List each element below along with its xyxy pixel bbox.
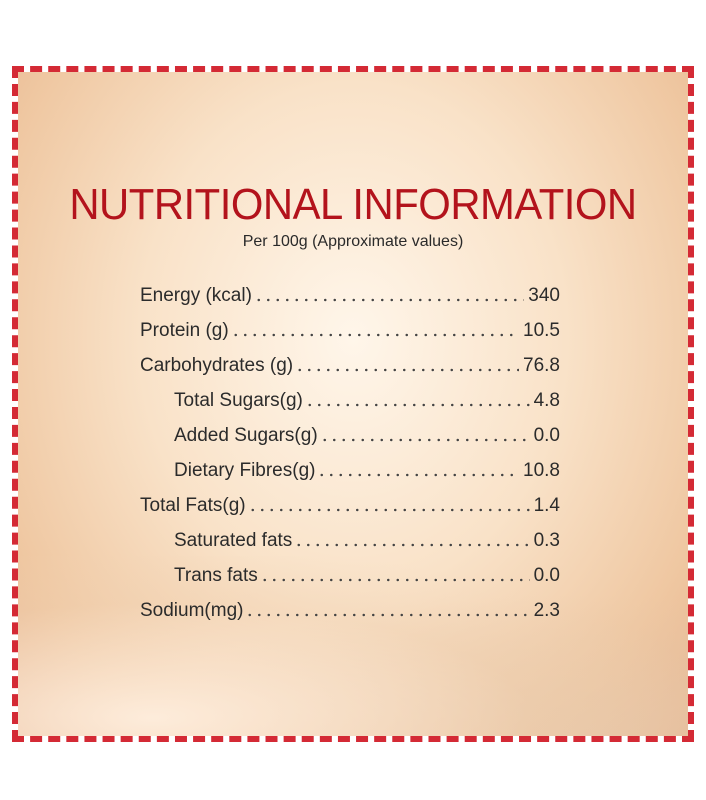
nutrient-value: 2.3 bbox=[533, 600, 560, 622]
nutrient-value: 76.8 bbox=[523, 354, 560, 376]
nutrient-label: Carbohydrates (g) bbox=[140, 354, 294, 376]
title: NUTRITIONAL INFORMATION bbox=[69, 180, 637, 229]
nutrient-row: Added Sugars(g) 0.0 bbox=[174, 418, 560, 453]
dot-leader bbox=[295, 367, 520, 372]
dot-leader bbox=[253, 297, 525, 302]
nutrient-label: Energy (kcal) bbox=[140, 284, 252, 306]
dot-leader bbox=[294, 543, 530, 548]
dot-leader bbox=[317, 473, 520, 477]
nutrient-label: Total Fats(g) bbox=[140, 495, 246, 517]
nutrient-value: 340 bbox=[528, 284, 560, 306]
nutrient-label: Saturated fats bbox=[174, 530, 293, 552]
nutrient-value: 0.0 bbox=[533, 424, 560, 446]
dot-leader bbox=[319, 437, 530, 442]
nutrient-row: Protein (g) 10.5 bbox=[140, 313, 560, 348]
flour-decoration bbox=[18, 556, 688, 736]
nutrient-value: 0.3 bbox=[533, 530, 560, 552]
nutrient-row: Carbohydrates (g) 76.8 bbox=[140, 348, 560, 383]
nutrient-value: 10.8 bbox=[523, 460, 560, 481]
nutrient-value: 1.4 bbox=[533, 495, 560, 517]
nutrient-row: Total Sugars(g) 4.8 bbox=[174, 383, 560, 418]
nutrient-label: Dietary Fibres(g) bbox=[174, 460, 316, 481]
nutrient-label: Sodium(mg) bbox=[140, 600, 244, 622]
nutrient-row: Energy (kcal) 340 bbox=[140, 278, 560, 313]
dot-leader bbox=[245, 613, 530, 618]
nutrient-label: Total Sugars(g) bbox=[174, 389, 303, 411]
subtitle: Per 100g (Approximate values) bbox=[242, 233, 464, 250]
nutrient-value: 0.0 bbox=[533, 565, 560, 587]
nutrient-row: Total Fats(g) 1.4 bbox=[140, 489, 560, 524]
dot-leader bbox=[230, 332, 520, 337]
nutrient-label: Added Sugars(g) bbox=[174, 424, 318, 446]
nutrient-row: Dietary Fibres(g) 10.8 bbox=[174, 454, 560, 489]
nutrient-row: Trans fats 0.0 bbox=[174, 559, 560, 594]
nutrient-value: 10.5 bbox=[523, 319, 560, 341]
nutrient-label: Trans fats bbox=[174, 565, 258, 587]
dot-leader bbox=[247, 508, 530, 513]
dot-leader bbox=[259, 578, 530, 583]
nutrient-row: Sodium(mg) 2.3 bbox=[140, 594, 560, 629]
nutrient-row: Saturated fats 0.3 bbox=[174, 524, 560, 559]
dot-leader bbox=[304, 402, 530, 407]
nutrient-value: 4.8 bbox=[533, 389, 560, 411]
nutrient-label: Protein (g) bbox=[140, 319, 229, 341]
